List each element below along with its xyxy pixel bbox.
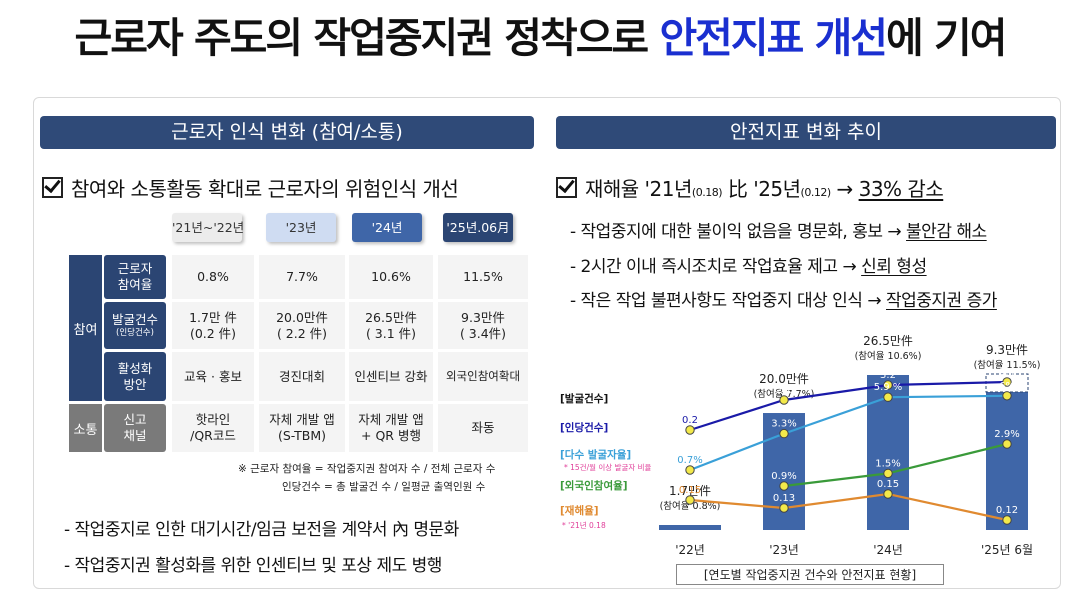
table-cell: 좌동: [438, 404, 528, 452]
table-cell: 20.0만件 ( 2.2 件): [259, 302, 345, 349]
data-point: [779, 481, 789, 491]
data-label: 1.5%: [875, 458, 900, 469]
bar-top-label: 26.5만件: [863, 334, 913, 348]
row-label-found-count: 발굴건수 (인당건수): [104, 302, 166, 349]
row-label-report-channel: 신고 채널: [104, 404, 166, 452]
row-label-activation-plan: 활성화 방안: [104, 352, 166, 401]
data-point: [1002, 515, 1012, 525]
column-header: '21년~'22년: [172, 213, 244, 242]
footnote: ※ 근로자 참여율 = 작업중지권 참여자 수 / 전체 근로자 수: [238, 463, 496, 475]
left-bullet: - 작업중지로 인한 대기시간/임금 보전을 계약서 內 명문화: [64, 520, 459, 540]
participation-label: (참여율 11.5%): [974, 359, 1041, 371]
data-point: [779, 428, 789, 439]
bar-top-label: 9.3만件: [986, 343, 1028, 357]
headline-main: 근로자 주도의 작업중지권 정착으로: [74, 14, 660, 62]
table-cell: 자체 개발 앱 + QR 병행: [349, 404, 433, 452]
data-point: [685, 465, 695, 475]
legend-accident: [재해율]: [560, 505, 599, 517]
data-point: [883, 380, 893, 390]
data-point: [685, 425, 695, 435]
x-tick-label: '25년 6월: [981, 543, 1033, 557]
series-line-accident: [689, 492, 1008, 522]
bar: [986, 392, 1028, 530]
data-label: 3.2: [880, 370, 896, 381]
data-point: [1002, 439, 1012, 449]
checkbox-icon: [556, 177, 577, 198]
group-label-participation: 참여: [69, 255, 102, 401]
column-header: '25년.06月: [443, 213, 513, 242]
table-cell: 0.8%: [172, 255, 254, 299]
right-bullet: - 작은 작업 불편사항도 작업중지 대상 인식 → 작업중지권 증가: [570, 291, 997, 311]
data-label: 0.7%: [677, 455, 702, 466]
participation-label: (참여율 10.6%): [855, 350, 922, 362]
data-label: 3.4: [999, 367, 1015, 378]
data-label: 0.13: [773, 493, 795, 504]
series-line-per_person: [689, 380, 1008, 432]
legend-multi-note: * 15건/월 이상 발굴자 비율: [564, 463, 652, 472]
legend-per-person: [인당건수]: [560, 422, 609, 434]
checkbox-icon: [42, 177, 63, 198]
data-label: 0.2: [682, 415, 698, 426]
row-label-participation-rate: 근로자 참여율: [104, 255, 166, 299]
left-bullet: - 작업중지권 활성화를 위한 인센티브 및 포상 제도 병행: [64, 556, 442, 576]
table-cell: 핫라인 /QR코드: [172, 404, 254, 452]
table-cell: 경진대회: [259, 352, 345, 401]
headline-tail: 에 기여: [886, 14, 1007, 62]
right-bullet: - 2시간 이내 즉시조치로 작업효율 제고 → 신뢰 형성: [570, 257, 927, 277]
data-point: [883, 489, 893, 499]
legend-found: [발굴건수]: [560, 393, 609, 405]
data-label: 0.9%: [771, 471, 796, 482]
participation-label: (참여율 0.8%): [660, 500, 721, 512]
table-cell: 7.7%: [259, 255, 345, 299]
left-check-text: 참여와 소통활동 확대로 근로자의 위험인식 개선: [71, 177, 459, 201]
right-section-header: 안전지표 변화 추이: [556, 116, 1056, 149]
table-cell: 교육 · 홍보: [172, 352, 254, 401]
bar-top-label: 1.7만件: [669, 484, 711, 498]
x-tick-label: '23년: [769, 543, 799, 557]
group-label-communication: 소통: [69, 404, 102, 452]
left-check-title: 참여와 소통활동 확대로 근로자의 위험인식 개선: [42, 173, 459, 202]
table-cell: 26.5만件 ( 3.1 件): [349, 302, 433, 349]
column-header: '24년: [352, 213, 422, 242]
data-label: 0.15: [877, 479, 899, 490]
data-point: [1002, 391, 1012, 401]
data-label: 2.2: [776, 385, 792, 396]
page-headline: 근로자 주도의 작업중지권 정착으로 안전지표 개선에 기여: [0, 4, 1080, 64]
bar: [659, 525, 721, 530]
footnote: 인당건수 = 총 발굴건 수 / 일평균 출역인원 수: [282, 481, 486, 493]
legend-multi: [다수 발굴자율]: [560, 449, 632, 461]
column-header: '23년: [266, 213, 336, 242]
data-label: 3.3%: [771, 419, 796, 430]
data-label: 0.12: [996, 505, 1018, 516]
data-label: 2.9%: [994, 429, 1019, 440]
data-point: [779, 503, 789, 513]
bar-top-label: 20.0만件: [759, 372, 809, 386]
table-cell: 1.7만 件 (0.2 件): [172, 302, 254, 349]
series-line-multi: [689, 394, 1008, 472]
data-point: [779, 395, 789, 405]
x-tick-label: '22년: [675, 543, 705, 557]
table-cell: 11.5%: [438, 255, 528, 299]
legend-accident-note: * '21년 0.18: [562, 521, 606, 530]
headline-highlight: 안전지표 개선: [659, 14, 888, 62]
table-cell: 인센티브 강화: [349, 352, 433, 401]
data-point: [685, 495, 695, 505]
data-point: [1002, 377, 1012, 387]
data-label: 5.9 %: [874, 382, 903, 393]
right-check-title: 재해율 '21년(0.18) 比 '25년(0.12) → 33% 감소: [556, 173, 944, 202]
data-label: 6%: [999, 381, 1015, 392]
right-bullet: - 작업중지에 대한 불이익 없음을 명문화, 홍보 → 불안감 해소: [570, 222, 987, 242]
data-label: 0.15: [679, 485, 701, 496]
table-cell: 외국인참여확대: [438, 352, 528, 401]
table-cell: 자체 개발 앱 (S-TBM): [259, 404, 345, 452]
data-point: [883, 392, 893, 402]
legend-foreign: [외국인참여율]: [560, 480, 628, 492]
x-tick-label: '24년: [873, 543, 903, 557]
left-section-header: 근로자 인식 변화 (참여/소통): [40, 116, 534, 149]
table-cell: 9.3만件 ( 3.4件): [438, 302, 528, 349]
data-point: [883, 468, 893, 479]
chart-caption: [연도별 작업중지권 건수와 안전지표 현황]: [676, 564, 944, 585]
table-cell: 10.6%: [349, 255, 433, 299]
